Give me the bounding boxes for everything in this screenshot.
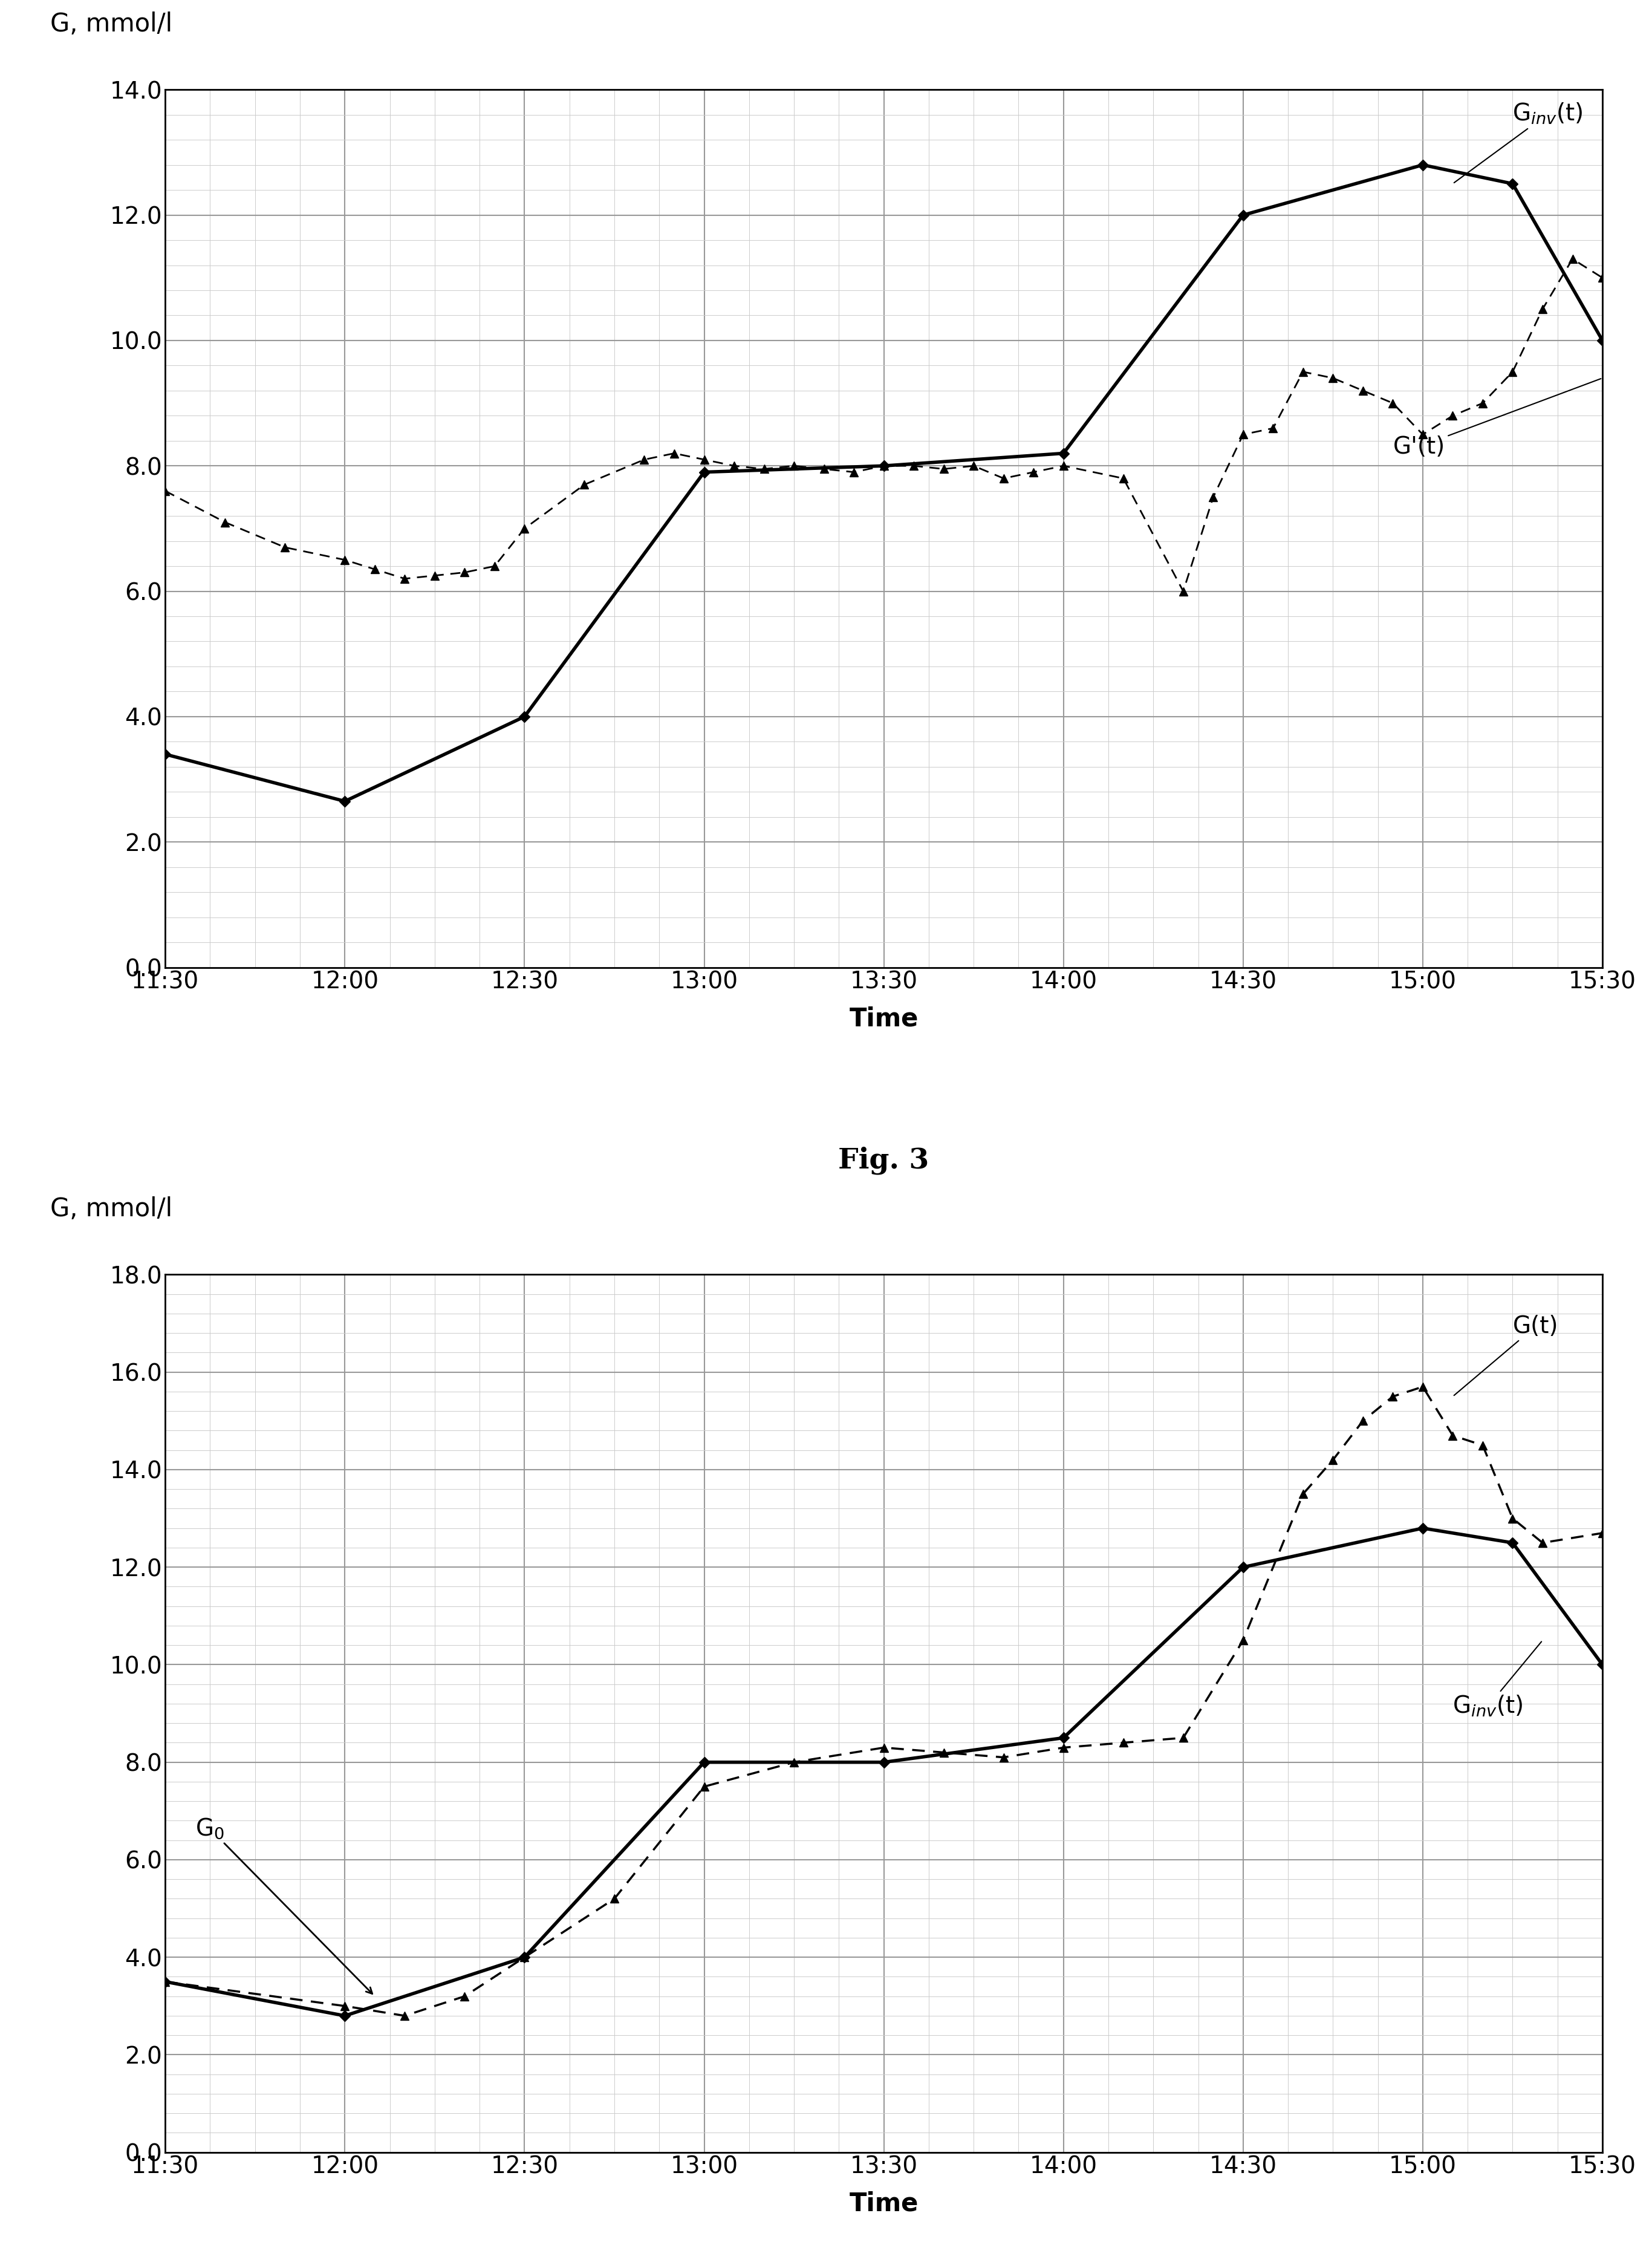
- Text: G, mmol/l: G, mmol/l: [50, 11, 172, 38]
- Text: Fig. 3: Fig. 3: [839, 1146, 928, 1175]
- Text: G$_{inv}$(t): G$_{inv}$(t): [1452, 1641, 1541, 1717]
- Text: G, mmol/l: G, mmol/l: [50, 1197, 172, 1222]
- Text: G$_{inv}$(t): G$_{inv}$(t): [1454, 101, 1583, 184]
- X-axis label: Time: Time: [849, 2190, 919, 2217]
- Text: G(t): G(t): [1454, 1316, 1558, 1395]
- Text: G$_0$: G$_0$: [195, 1816, 372, 1993]
- X-axis label: Time: Time: [849, 1007, 919, 1031]
- Text: G'(t): G'(t): [1393, 379, 1601, 457]
